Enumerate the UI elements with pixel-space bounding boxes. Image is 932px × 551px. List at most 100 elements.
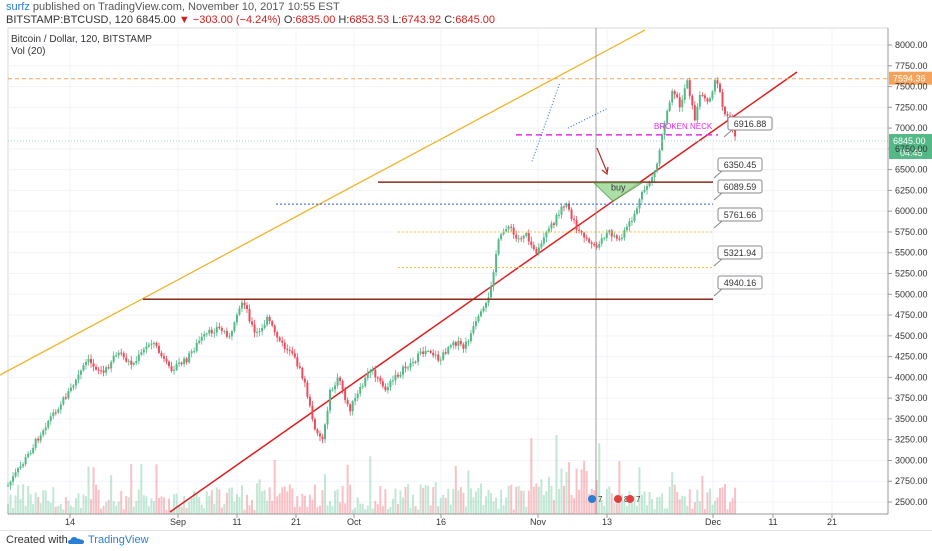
volume-bar — [434, 481, 437, 514]
candle-body — [190, 351, 193, 354]
volume-bar — [331, 506, 334, 514]
price-tick-label: 7750.00 — [895, 61, 928, 71]
candle-body — [673, 91, 676, 95]
volume-bar — [537, 486, 540, 514]
candle-body — [248, 309, 251, 322]
candle-body — [638, 199, 641, 209]
candle-body — [479, 311, 482, 317]
candle-body — [87, 359, 90, 362]
candle-body — [522, 235, 525, 239]
volume-bar — [640, 494, 643, 514]
volume-bar — [339, 502, 342, 514]
volume-bar — [62, 509, 65, 514]
volume-bar — [57, 505, 60, 514]
candle-body — [331, 389, 334, 391]
axis-price-tag-label: 7594.36 — [893, 74, 926, 84]
time-tick-label: 21 — [827, 517, 837, 527]
candle-body — [326, 410, 329, 425]
candle-body — [74, 379, 77, 386]
volume-bar — [550, 485, 553, 514]
volume-bar — [145, 496, 148, 514]
candle-body — [173, 369, 176, 371]
candle-body — [683, 88, 686, 100]
candle-body — [193, 351, 196, 353]
volume-bar — [84, 496, 87, 514]
price-tick-label: 3750.00 — [895, 393, 928, 403]
volume-bar — [535, 483, 538, 514]
volume-bar — [676, 491, 679, 514]
volume-bar — [711, 504, 714, 514]
volume-bar — [155, 464, 158, 514]
candle-body — [593, 243, 596, 246]
volume-bar — [112, 501, 115, 514]
down-arrow-head-icon — [601, 166, 609, 176]
candle-body — [404, 366, 407, 369]
candle-body — [442, 352, 445, 360]
volume-bar — [467, 470, 470, 514]
candle-body — [563, 206, 566, 208]
volume-bar — [198, 497, 201, 514]
volume-bar — [7, 503, 9, 514]
candle-body — [97, 369, 100, 371]
candle-body — [170, 366, 173, 371]
price-tick-label: 3000.00 — [895, 455, 928, 465]
candle-body — [77, 374, 80, 380]
axis-price-tag — [889, 71, 932, 85]
volume-bar — [364, 509, 367, 514]
candle-body — [530, 241, 533, 246]
volume-bar — [646, 505, 649, 514]
candle-body — [432, 352, 435, 356]
volume-bar — [404, 486, 407, 514]
volume-bar — [510, 484, 513, 514]
candle-body — [72, 385, 75, 388]
author-link[interactable]: surfz — [6, 1, 30, 13]
volume-bar — [500, 490, 503, 514]
volume-bar — [724, 484, 727, 514]
tradingview-link[interactable]: TradingView — [88, 534, 149, 546]
price-callout-label: 6916.88 — [734, 119, 767, 129]
candle-body — [623, 229, 626, 238]
volume-bar — [321, 490, 324, 514]
candle-body — [711, 91, 714, 99]
candle-body — [663, 123, 666, 135]
price-callout-box — [717, 245, 763, 260]
price-tick-label: 7250.00 — [895, 102, 928, 112]
candle-body — [557, 214, 560, 216]
candle-body — [462, 344, 465, 349]
candle-body — [127, 360, 130, 362]
volume-bar — [691, 508, 694, 514]
ohlc-line: BITSTAMP:BTCUSD, 120 6845.00 ▼ −303.00 (… — [6, 14, 495, 26]
volume-bar — [726, 509, 729, 514]
symbol-label: BITSTAMP:BTCUSD, 120 — [6, 14, 133, 26]
candle-body — [303, 378, 306, 383]
candle-body — [686, 80, 689, 89]
volume-bar — [150, 498, 153, 514]
volume-bar — [379, 486, 382, 514]
volume-bar — [391, 498, 394, 514]
volume-bar — [432, 487, 435, 514]
volume-bar — [137, 489, 140, 514]
volume-bar — [693, 502, 696, 514]
candle-body — [140, 352, 143, 355]
volume-bar — [474, 491, 477, 514]
volume-bar — [447, 488, 450, 514]
volume-bar — [683, 496, 686, 514]
volume-bars — [7, 435, 737, 514]
price-callout-label: 5321.94 — [724, 248, 757, 258]
volume-bar — [583, 460, 586, 514]
candle-body — [671, 91, 674, 103]
candle-body — [137, 354, 140, 361]
volume-bar — [502, 505, 505, 514]
volume-bar — [671, 472, 674, 514]
candle-body — [32, 447, 35, 454]
price-tick-label: 5250.00 — [895, 269, 928, 279]
price-tick-label: 6250.00 — [895, 185, 928, 195]
volume-bar — [97, 489, 100, 514]
price-chart[interactable]: BROKEN NECK buy 6916.88 6350.45 6089.59 5761.… — [0, 0, 932, 530]
candle-body — [125, 357, 128, 362]
candle-body — [651, 177, 654, 182]
candle-body — [47, 420, 50, 428]
volume-bar — [190, 498, 193, 514]
candle-body — [613, 235, 616, 237]
candle-body — [356, 393, 359, 399]
